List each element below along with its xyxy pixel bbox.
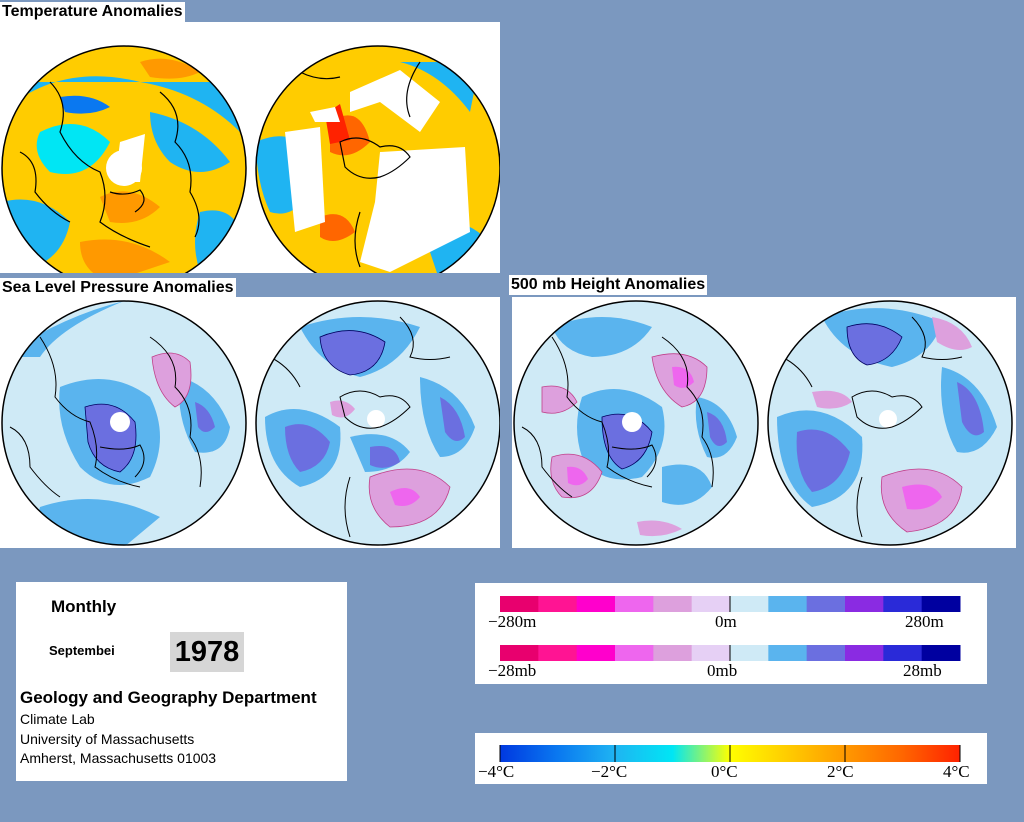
height-mid-label: 0m bbox=[715, 612, 737, 631]
department-label: Geology and Geography Department bbox=[20, 688, 317, 707]
pressure-colorbar-swatch bbox=[806, 645, 846, 661]
height-500mb-title: 500 mb Height Anomalies bbox=[509, 275, 708, 295]
sea-level-pressure-panel bbox=[0, 297, 500, 548]
pressure-colorbar-swatch bbox=[921, 645, 961, 661]
pressure-colorbar-swatch bbox=[730, 645, 769, 661]
address-label: Amherst, Massachusetts 01003 bbox=[20, 750, 217, 766]
temperature-anomalies-panel bbox=[0, 22, 500, 273]
height-colorbar-swatch bbox=[806, 596, 846, 612]
month-label: Septembei bbox=[49, 643, 115, 658]
pressure-colorbar-swatch bbox=[615, 645, 654, 661]
temperature-tick-3: 0°C bbox=[711, 762, 738, 781]
height-colorbar-swatch bbox=[538, 596, 578, 612]
pressure-colorbar-swatch bbox=[691, 645, 731, 661]
temperature-tick-2: −2°C bbox=[591, 762, 628, 781]
pressure-colorbar-swatch bbox=[538, 645, 578, 661]
university-label: University of Massachusetts bbox=[20, 731, 195, 747]
pressure-colorbar-swatch bbox=[768, 645, 808, 661]
sea-level-pressure-title: Sea Level Pressure Anomalies bbox=[0, 278, 236, 298]
height-colorbar-swatch bbox=[768, 596, 808, 612]
temperature-anomalies-title: Temperature Anomalies bbox=[0, 2, 185, 22]
pressure-colorbar-swatch bbox=[883, 645, 923, 661]
height-colorbar-swatch bbox=[653, 596, 693, 612]
height-colorbar-swatch bbox=[845, 596, 884, 612]
period-label: Monthly bbox=[51, 597, 117, 616]
info-box: Monthly Septembei 1978 Geology and Geogr… bbox=[16, 582, 347, 781]
height-northern-hemisphere-map bbox=[514, 301, 758, 545]
height-colorbar-swatch bbox=[730, 596, 769, 612]
pressure-colorbar-swatch bbox=[653, 645, 693, 661]
pressure-colorbar-swatch bbox=[576, 645, 616, 661]
anomaly-legend-box: −280m 0m 280m −28mb 0mb 28mb bbox=[475, 583, 987, 684]
height-max-label: 280m bbox=[905, 612, 944, 631]
pressure-colorbar-swatch bbox=[845, 645, 884, 661]
height-colorbar-swatch bbox=[615, 596, 654, 612]
height-southern-hemisphere-map bbox=[768, 301, 1012, 545]
height-min-label: −280m bbox=[488, 612, 537, 631]
temperature-tick-1: −4°C bbox=[478, 762, 515, 781]
height-colorbar-swatch bbox=[883, 596, 923, 612]
year-label: 1978 bbox=[170, 632, 244, 672]
height-500mb-panel bbox=[512, 297, 1016, 548]
slp-southern-hemisphere-map bbox=[256, 301, 500, 545]
pressure-mid-label: 0mb bbox=[707, 661, 738, 680]
temperature-northern-hemisphere-map bbox=[2, 46, 246, 273]
height-colorbar-swatch bbox=[921, 596, 961, 612]
height-colorbar-swatch bbox=[691, 596, 731, 612]
height-colorbar bbox=[500, 596, 961, 661]
lab-label: Climate Lab bbox=[20, 711, 95, 727]
temperature-legend-box: −4°C −2°C 0°C 2°C 4°C bbox=[475, 733, 987, 784]
temperature-tick-4: 2°C bbox=[827, 762, 854, 781]
pressure-colorbar-swatch bbox=[500, 645, 539, 661]
height-colorbar-swatch bbox=[500, 596, 539, 612]
temperature-colorbar bbox=[499, 745, 961, 762]
temperature-tick-5: 4°C bbox=[943, 762, 970, 781]
pressure-max-label: 28mb bbox=[903, 661, 942, 680]
pressure-min-label: −28mb bbox=[488, 661, 537, 680]
height-colorbar-swatch bbox=[576, 596, 616, 612]
